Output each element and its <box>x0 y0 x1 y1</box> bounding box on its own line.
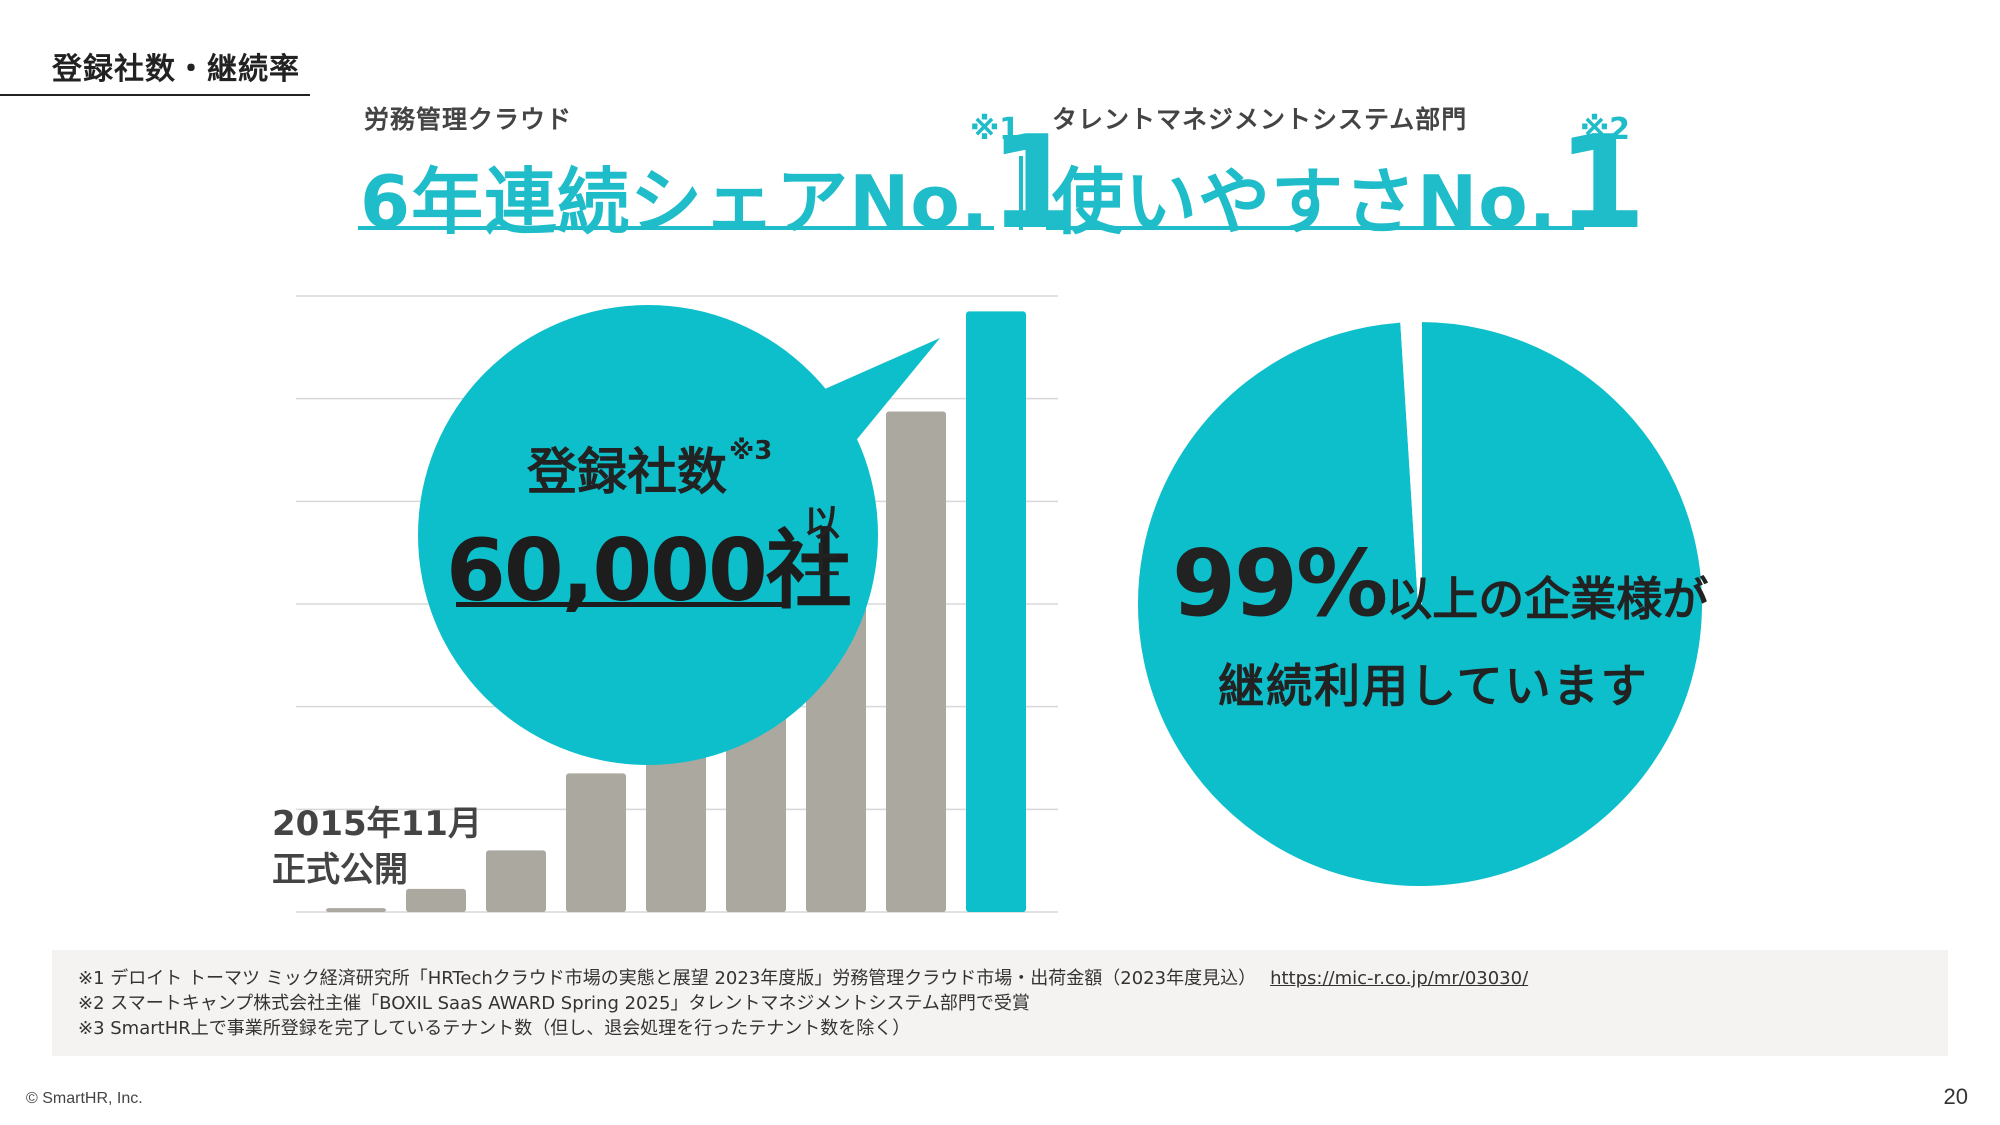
launch-text: 正式公開 <box>272 849 408 890</box>
section-title: 登録社数・継続率 <box>52 52 300 87</box>
footnote-1: ※1 デロイト トーマツ ミック経済研究所「HRTechクラウド市場の実態と展望… <box>78 966 1922 991</box>
headline-left-subtitle: 労務管理クラウド <box>364 105 573 134</box>
retention-line2: 継続利用しています <box>1218 659 1649 713</box>
chart-bar <box>966 311 1026 912</box>
footnote-box: ※1 デロイト トーマツ ミック経済研究所「HRTechクラウド市場の実態と展望… <box>52 950 1948 1056</box>
retention-percent: 99% <box>1172 530 1388 637</box>
copyright: © SmartHR, Inc. <box>26 1090 143 1107</box>
registration-label-text: 登録社数 <box>527 443 727 501</box>
footnote-3: ※3 SmartHR上で事業所登録を完了しているテナント数（但し、退会処理を行っ… <box>78 1018 911 1039</box>
chart-bar <box>486 850 546 912</box>
launch-date: 2015年11月 <box>272 804 482 844</box>
page-number: 20 <box>1943 1084 1968 1109</box>
chart-bar <box>566 773 626 912</box>
section-title-underline <box>0 94 310 96</box>
headline-right-note: ※2 <box>1580 112 1631 147</box>
footnote-2: ※2 スマートキャンプ株式会社主催「BOXIL SaaS AWARD Sprin… <box>78 993 1030 1014</box>
retention-line1-text: 以上の企業様が <box>1386 572 1709 626</box>
chart-bar <box>326 908 386 912</box>
footnote-1-text: ※1 デロイト トーマツ ミック経済研究所「HRTechクラウド市場の実態と展望… <box>78 968 1257 989</box>
registration-label: 登録社数※3 <box>527 432 772 504</box>
speech-bubble <box>418 305 878 765</box>
headline-divider <box>1019 156 1023 230</box>
footnote-1-link[interactable]: https://mic-r.co.jp/mr/03030/ <box>1270 968 1529 989</box>
chart-bar <box>406 888 466 912</box>
registration-value-underline <box>456 602 784 607</box>
pie-slice <box>1400 317 1422 605</box>
launch-label: 2015年11月 正式公開 <box>272 802 482 894</box>
registration-note: ※3 <box>729 436 773 466</box>
headline-left-underline <box>358 226 994 230</box>
headline-right-underline <box>1046 226 1584 230</box>
headline-right-subtitle: タレントマネジメントシステム部門 <box>1052 105 1468 134</box>
registration-suffix: 以上 <box>804 503 841 582</box>
headline-left-note: ※1 <box>970 112 1021 147</box>
retention-line1: 99%以上の企業様が <box>1172 530 1708 637</box>
chart-bar <box>886 411 946 912</box>
